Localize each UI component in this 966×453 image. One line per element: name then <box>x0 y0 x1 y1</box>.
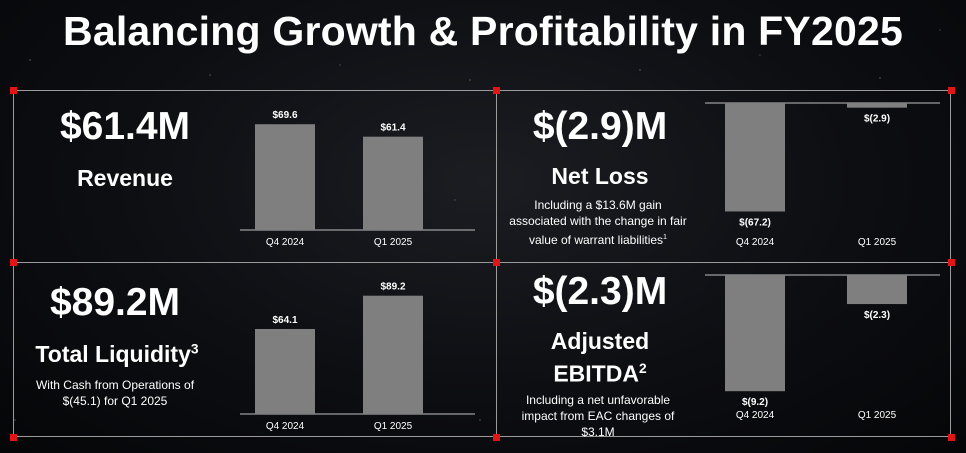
category-label: Q4 2024 <box>266 421 305 432</box>
category-label: Q1 2025 <box>374 237 413 248</box>
data-label: $64.1 <box>272 315 297 326</box>
panel-grid-divider-horizontal <box>13 262 951 263</box>
category-label: Q4 2024 <box>266 237 305 248</box>
category-label: Q1 2025 <box>858 237 897 248</box>
category-label: Q4 2024 <box>736 237 775 248</box>
frame-marker <box>493 87 500 94</box>
total-liquidity-note: With Cash from Operations of $(45.1) for… <box>35 378 195 408</box>
data-label: $(2.3) <box>864 310 890 321</box>
category-label: Q1 2025 <box>374 421 413 432</box>
frame-marker <box>948 87 955 94</box>
data-label: $89.2 <box>380 282 405 293</box>
bar <box>847 275 907 305</box>
data-label: $61.4 <box>380 123 405 134</box>
data-label: $69.6 <box>272 110 297 121</box>
frame-marker <box>948 434 955 441</box>
category-label: Q4 2024 <box>736 410 775 421</box>
adjusted-ebitda-label: Adjusted EBITDA2 <box>550 328 650 387</box>
bar <box>725 275 785 392</box>
frame-marker <box>10 434 17 441</box>
revenue-label: Revenue <box>77 165 173 191</box>
bar <box>847 103 907 108</box>
frame-marker <box>493 259 500 266</box>
revenue-bar-chart: $69.6 Q4 2024 $61.4 Q1 2025 <box>240 110 475 248</box>
adjusted-ebitda-bar-chart: $(9.2) Q4 2024 $(2.3) Q1 2025 <box>705 274 940 421</box>
data-label: $(2.9) <box>864 114 890 125</box>
footnote-marker: 3 <box>190 341 199 357</box>
total-liquidity-metric: $89.2M <box>49 281 181 324</box>
total-liquidity-bar-chart: $64.1 Q4 2024 $89.2 Q1 2025 <box>240 282 475 432</box>
bar <box>363 136 423 230</box>
data-label: $(9.2) <box>742 397 768 408</box>
frame-marker <box>493 434 500 441</box>
footnote-marker: 1 <box>663 232 668 241</box>
net-loss-label: Net Loss <box>551 163 649 189</box>
frame-marker <box>10 87 17 94</box>
total-liquidity-label: Total Liquidity3 <box>35 341 199 367</box>
bar <box>363 295 423 414</box>
frame-marker <box>10 259 17 266</box>
category-label: Q1 2025 <box>858 410 897 421</box>
footnote-marker: 2 <box>638 361 647 376</box>
revenue-metric: $61.4M <box>59 105 191 148</box>
bar <box>255 328 315 414</box>
net-loss-metric: $(2.9)M <box>532 105 668 148</box>
page-title: Balancing Growth & Profitability in FY20… <box>63 8 903 54</box>
data-label: $(67.2) <box>739 217 771 228</box>
bar <box>725 103 785 212</box>
bar <box>255 124 315 230</box>
adjusted-ebitda-note: Including a net unfavorable impact from … <box>521 393 675 439</box>
net-loss-note: Including a $13.6M gain associated with … <box>509 198 687 247</box>
frame-marker <box>948 259 955 266</box>
adjusted-ebitda-metric: $(2.3)M <box>532 270 668 313</box>
net-loss-bar-chart: $(67.2) Q4 2024 $(2.9) Q1 2025 <box>705 102 940 248</box>
